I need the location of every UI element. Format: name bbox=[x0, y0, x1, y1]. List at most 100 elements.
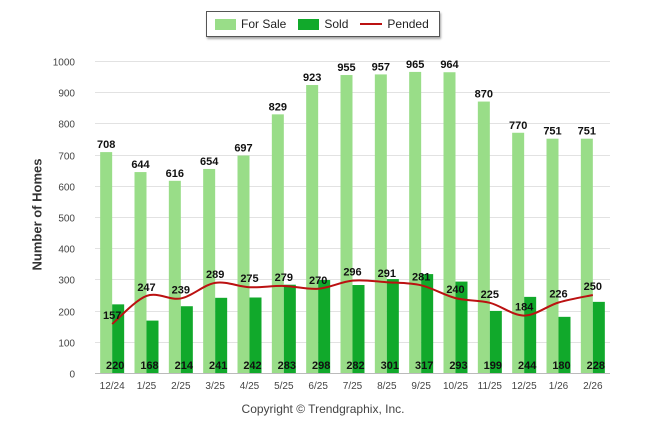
pended-data-label: 275 bbox=[240, 273, 258, 285]
for-sale-bar bbox=[168, 180, 181, 373]
pended-line-icon bbox=[360, 23, 383, 25]
sold-data-label: 244 bbox=[518, 360, 537, 372]
x-tick-label: 12/24 bbox=[100, 381, 125, 392]
x-tick-label: 5/25 bbox=[274, 381, 294, 392]
sold-data-label: 298 bbox=[312, 360, 330, 372]
y-tick-label: 800 bbox=[58, 120, 75, 131]
legend-item-pended[interactable]: Pended bbox=[360, 17, 429, 31]
for-sale-swatch-icon bbox=[215, 18, 236, 30]
sold-data-label: 199 bbox=[484, 360, 502, 372]
y-tick-label: 600 bbox=[58, 183, 75, 194]
for-sale-data-label: 708 bbox=[97, 139, 115, 151]
sold-data-label: 283 bbox=[278, 360, 296, 372]
x-tick-label: 9/25 bbox=[411, 381, 431, 392]
sold-data-label: 301 bbox=[381, 360, 399, 372]
y-tick-label: 0 bbox=[69, 370, 75, 381]
sold-data-label: 168 bbox=[140, 360, 158, 372]
x-tick-label: 1/26 bbox=[549, 381, 569, 392]
for-sale-data-label: 957 bbox=[372, 61, 390, 73]
for-sale-data-label: 644 bbox=[131, 159, 150, 171]
pended-data-label: 225 bbox=[481, 289, 499, 301]
for-sale-bar bbox=[203, 168, 216, 373]
sold-data-label: 220 bbox=[106, 360, 124, 372]
x-tick-label: 2/26 bbox=[583, 381, 603, 392]
pended-data-label: 250 bbox=[584, 281, 602, 293]
sold-data-label: 293 bbox=[449, 360, 467, 372]
sold-bar bbox=[318, 280, 331, 373]
sold-data-label: 180 bbox=[552, 360, 570, 372]
sold-bar bbox=[558, 316, 571, 373]
for-sale-data-label: 697 bbox=[234, 143, 252, 155]
y-tick-label: 200 bbox=[58, 308, 75, 319]
legend-item-for-sale[interactable]: For Sale bbox=[215, 17, 286, 31]
for-sale-data-label: 751 bbox=[543, 126, 561, 138]
x-tick-label: 3/25 bbox=[205, 381, 225, 392]
for-sale-bar bbox=[512, 132, 525, 373]
sold-data-label: 242 bbox=[243, 360, 261, 372]
for-sale-bar bbox=[580, 138, 593, 373]
sold-bar bbox=[180, 306, 193, 373]
y-tick-label: 100 bbox=[58, 339, 75, 350]
pended-data-label: 281 bbox=[412, 271, 430, 283]
x-tick-label: 6/25 bbox=[308, 381, 328, 392]
y-tick-label: 1000 bbox=[53, 58, 76, 69]
pended-data-label: 291 bbox=[378, 268, 396, 280]
sold-bar bbox=[249, 297, 262, 373]
sold-bar bbox=[455, 281, 468, 373]
sold-bar bbox=[421, 274, 434, 373]
for-sale-bar bbox=[546, 138, 559, 373]
sold-bar bbox=[592, 301, 605, 373]
y-tick-label: 300 bbox=[58, 276, 75, 287]
for-sale-data-label: 616 bbox=[166, 168, 184, 180]
pended-data-label: 270 bbox=[309, 275, 327, 287]
x-tick-label: 8/25 bbox=[377, 381, 397, 392]
x-tick-label: 2/25 bbox=[171, 381, 191, 392]
legend: For Sale Sold Pended bbox=[206, 11, 440, 37]
for-sale-data-label: 751 bbox=[578, 126, 596, 138]
sold-data-label: 228 bbox=[587, 360, 605, 372]
for-sale-bar bbox=[271, 114, 284, 374]
pended-data-label: 289 bbox=[206, 269, 224, 281]
sold-bar bbox=[283, 284, 296, 373]
for-sale-bar bbox=[409, 71, 422, 374]
y-tick-label: 400 bbox=[58, 245, 75, 256]
legend-item-sold[interactable]: Sold bbox=[298, 17, 348, 31]
for-sale-bar bbox=[134, 172, 147, 373]
pended-data-label: 157 bbox=[103, 310, 121, 322]
copyright-footer: Copyright © Trendgraphix, Inc. bbox=[241, 402, 405, 416]
for-sale-data-label: 923 bbox=[303, 72, 321, 84]
for-sale-bar bbox=[443, 72, 456, 374]
sold-data-label: 241 bbox=[209, 360, 227, 372]
pended-data-label: 296 bbox=[343, 267, 361, 279]
pended-data-label: 239 bbox=[172, 284, 190, 296]
pended-data-label: 247 bbox=[137, 282, 155, 294]
for-sale-bar bbox=[477, 101, 490, 373]
x-tick-label: 11/25 bbox=[478, 381, 503, 392]
pended-data-label: 226 bbox=[549, 288, 567, 300]
x-tick-label: 10/25 bbox=[443, 381, 468, 392]
sold-bar bbox=[489, 310, 502, 373]
for-sale-data-label: 870 bbox=[475, 89, 493, 101]
legend-label-sold: Sold bbox=[324, 17, 349, 31]
sold-bar bbox=[215, 297, 228, 373]
x-tick-label: 4/25 bbox=[240, 381, 260, 392]
x-tick-label: 7/25 bbox=[343, 381, 363, 392]
for-sale-data-label: 770 bbox=[509, 120, 527, 132]
for-sale-bar bbox=[374, 74, 387, 373]
sold-bar bbox=[386, 279, 399, 373]
pended-data-label: 184 bbox=[515, 302, 534, 314]
sold-data-label: 282 bbox=[346, 360, 364, 372]
legend-label-pended: Pended bbox=[387, 17, 429, 31]
for-sale-bar bbox=[340, 75, 353, 373]
x-tick-label: 12/25 bbox=[512, 381, 537, 392]
pended-line bbox=[111, 279, 594, 325]
for-sale-bar bbox=[306, 85, 319, 374]
sold-swatch-icon bbox=[298, 18, 320, 30]
sold-data-label: 214 bbox=[175, 360, 194, 372]
pended-data-label: 240 bbox=[446, 284, 464, 296]
for-sale-data-label: 654 bbox=[200, 156, 219, 168]
for-sale-bar bbox=[237, 155, 250, 373]
y-tick-label: 700 bbox=[58, 152, 75, 163]
x-tick-label: 1/25 bbox=[137, 381, 157, 392]
